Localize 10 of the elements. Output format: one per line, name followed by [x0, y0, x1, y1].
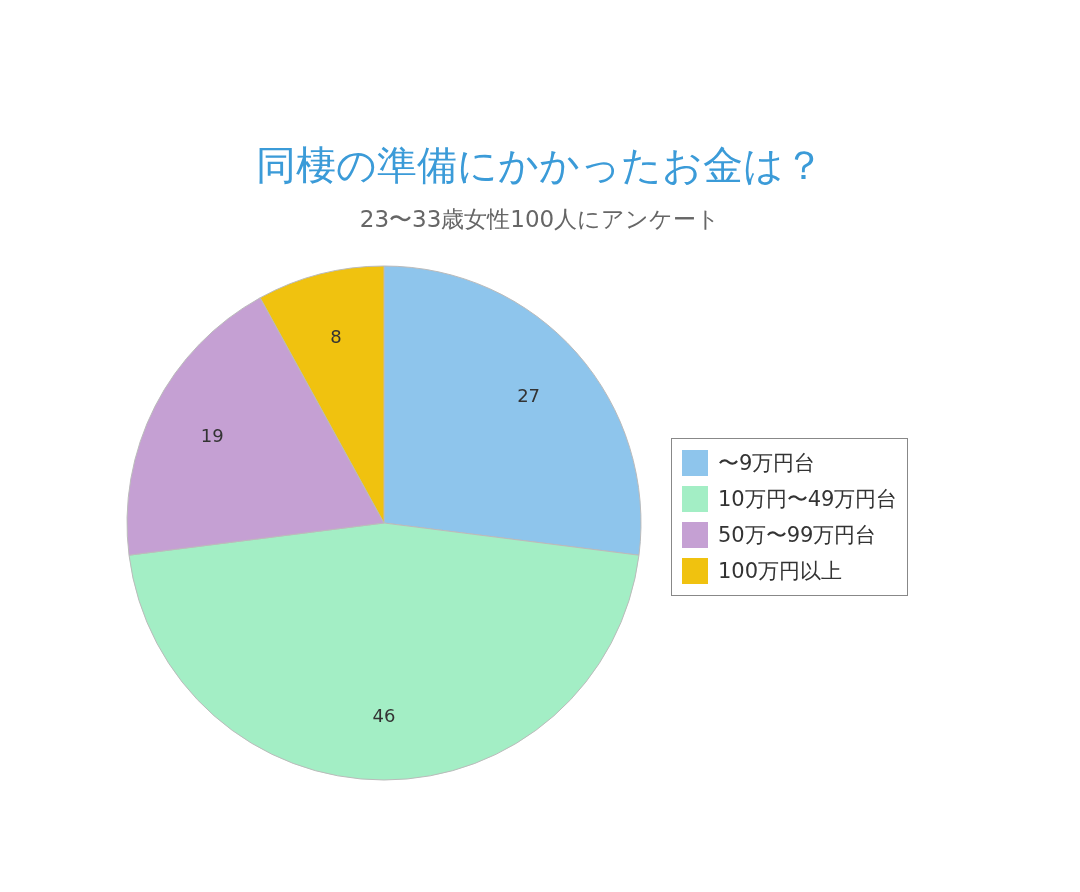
legend-label: 100万円以上 [718, 558, 843, 585]
data-label: 46 [372, 705, 396, 727]
legend-label: 10万円〜49万円台 [718, 486, 898, 513]
legend-label: 〜9万円台 [718, 450, 816, 477]
legend-label: 50万〜99万円台 [718, 522, 877, 549]
data-label: 19 [200, 424, 224, 446]
chart-subtitle: 23〜33歳女性100人にアンケート [358, 205, 722, 234]
chart-title: 同棲の準備にかかったお金は？ [255, 141, 825, 190]
data-label: 8 [330, 325, 342, 347]
data-label: 27 [517, 385, 541, 407]
